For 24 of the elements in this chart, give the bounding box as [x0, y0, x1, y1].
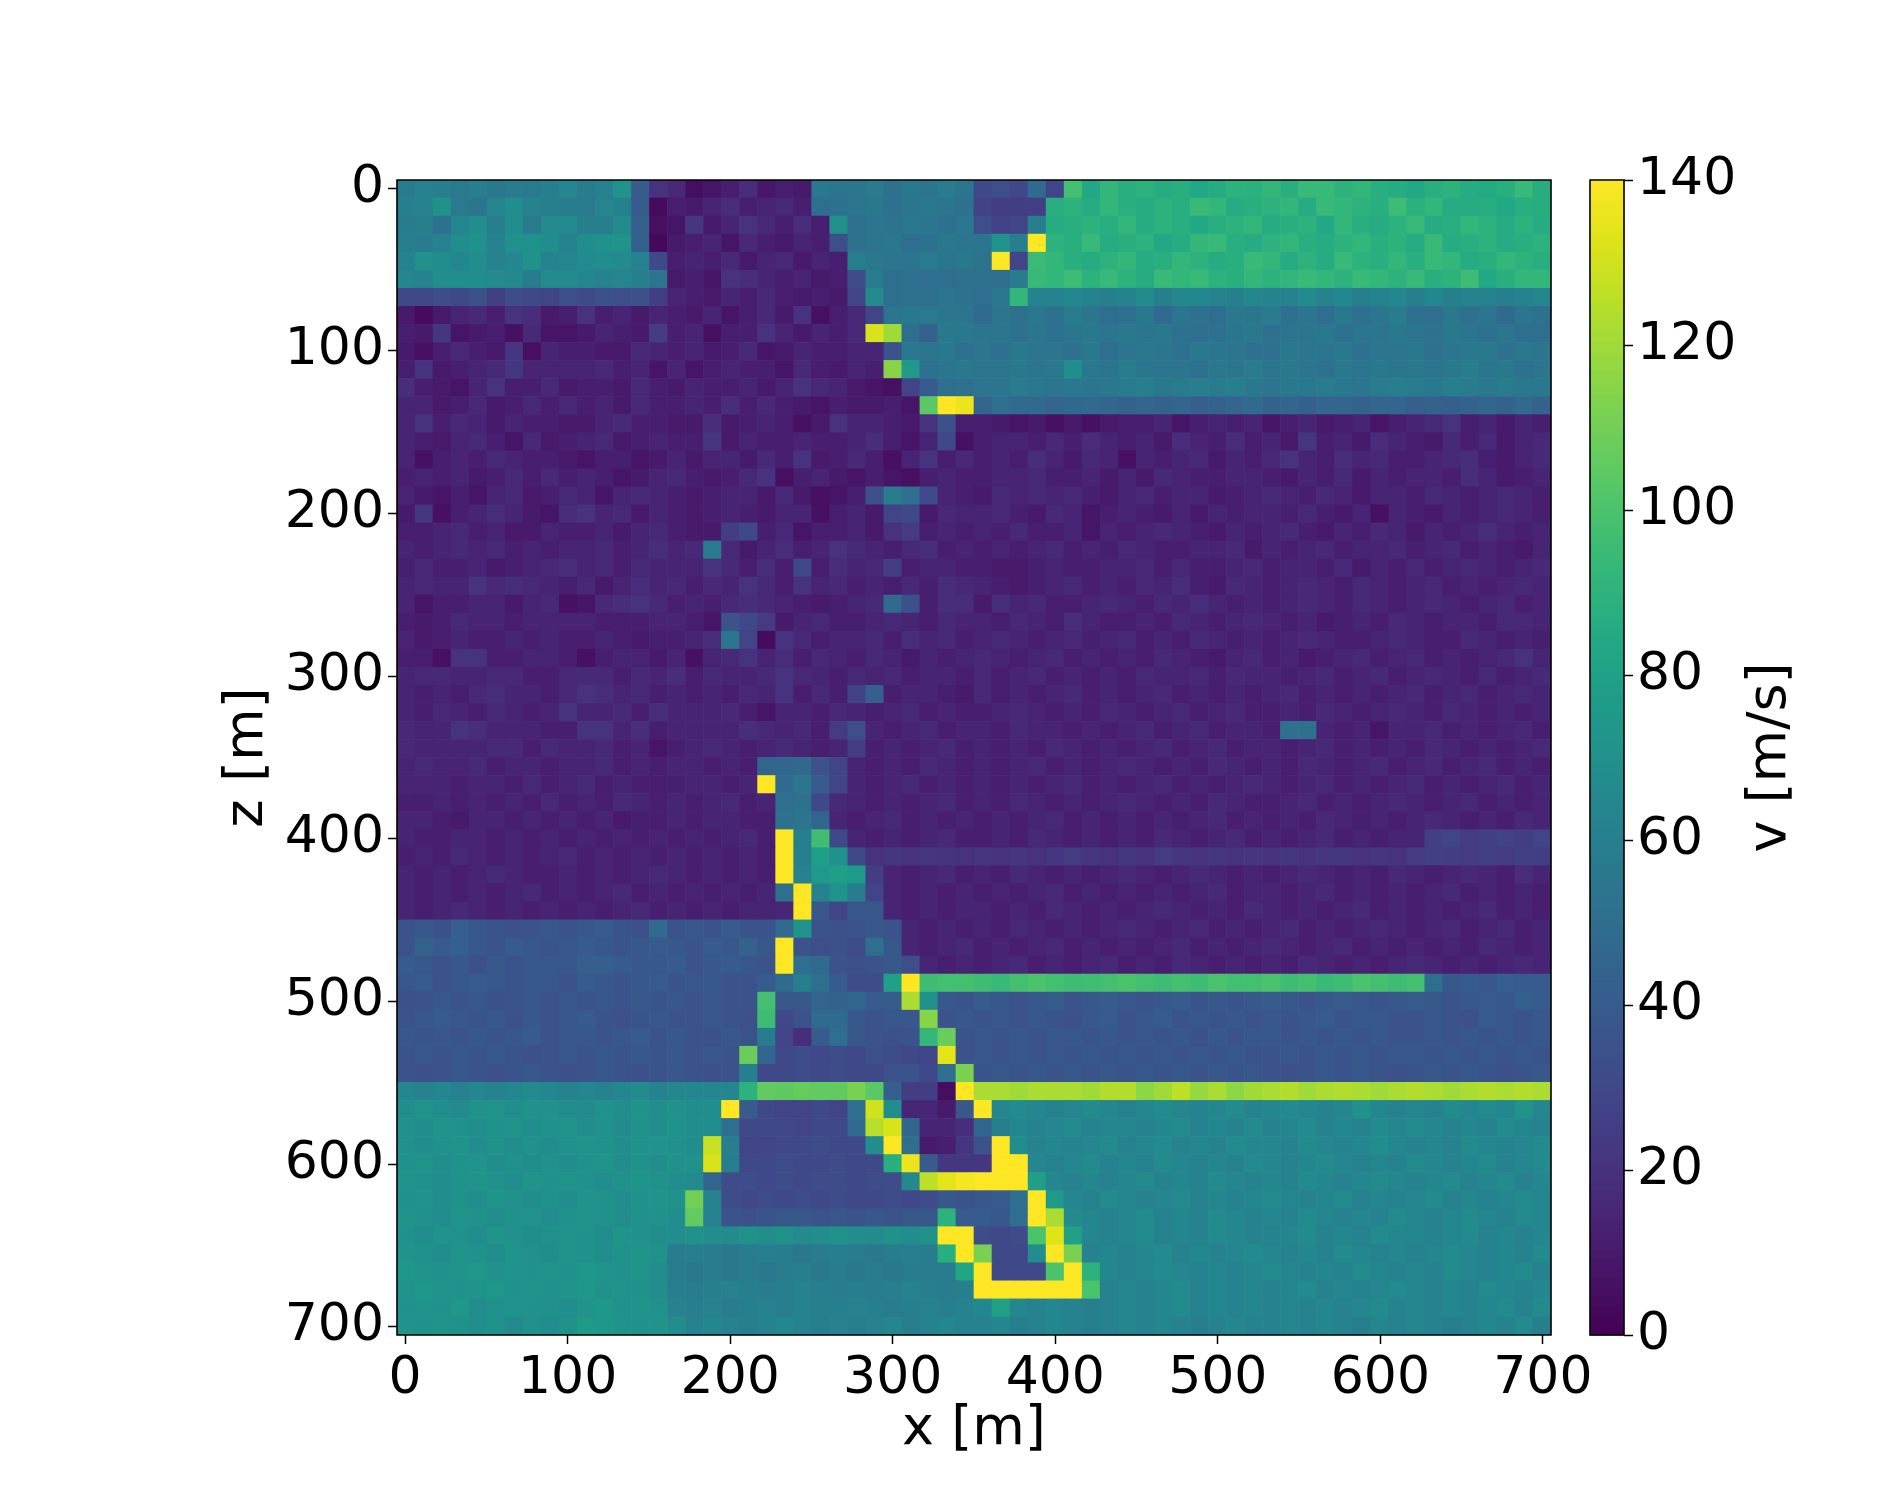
color-bar-label: 140 [1637, 145, 1737, 206]
x-tick-label: 500 [1168, 1344, 1268, 1405]
x-tick-label: 100 [518, 1344, 618, 1405]
x-tick-label: 600 [1330, 1344, 1430, 1405]
y-tick-label: 100 [284, 316, 384, 377]
y-tick-label: 600 [284, 1129, 384, 1190]
y-axis-title: z [m] [212, 687, 276, 828]
y-tick-label: 200 [284, 479, 384, 539]
y-tick-label: 0 [350, 153, 384, 214]
y-tick-label: 700 [284, 1292, 384, 1353]
x-tick-label: 700 [1493, 1344, 1593, 1405]
color-bar-label: 80 [1637, 640, 1704, 701]
color-bar-label: 120 [1637, 310, 1737, 371]
color-bar-label: 20 [1637, 1135, 1704, 1196]
y-tick-label: 400 [284, 804, 384, 865]
color-bar-label: 100 [1637, 475, 1737, 536]
color-bar-label: 40 [1637, 970, 1704, 1031]
color-bar-title: v [m/s] [1735, 662, 1799, 853]
y-tick-label: 500 [284, 967, 384, 1028]
color-bar-label: 60 [1637, 805, 1704, 866]
color-bar-label: 0 [1637, 1300, 1671, 1361]
x-tick-label: 200 [680, 1344, 780, 1405]
x-tick-label: 0 [388, 1344, 422, 1405]
y-tick-label: 300 [284, 641, 384, 702]
